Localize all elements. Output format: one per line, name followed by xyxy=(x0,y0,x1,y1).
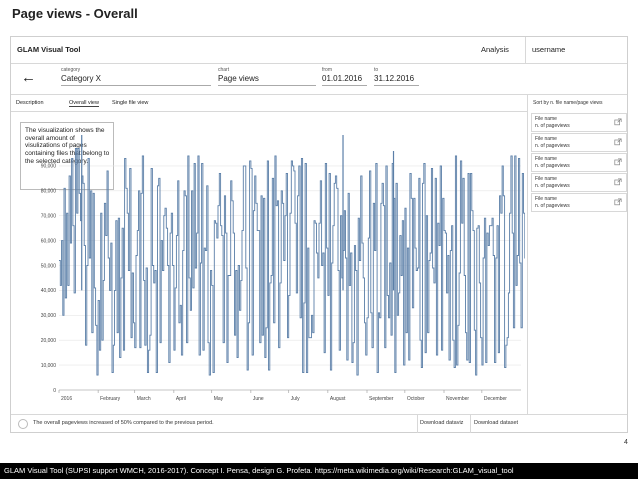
x-tick-label: July xyxy=(291,396,300,402)
nav-user-link[interactable]: username xyxy=(532,45,566,54)
y-tick-label: 10,000 xyxy=(41,363,57,369)
x-tick-label: December xyxy=(484,396,507,402)
footer-bar: The overall pageviews increased of 50% c… xyxy=(11,414,627,433)
summary-text: The overall pageviews increased of 50% c… xyxy=(33,420,214,426)
x-tick-label: May xyxy=(214,396,224,402)
file-list-item[interactable]: File name n. of pageviews xyxy=(531,113,627,132)
file-pageviews: n. of pageviews xyxy=(535,123,570,129)
y-tick-label: 20,000 xyxy=(41,338,57,344)
y-tick-label: 80,000 xyxy=(41,189,57,195)
x-tick-label: October xyxy=(407,396,425,402)
file-list-item[interactable]: File name n. of pageviews xyxy=(531,193,627,212)
x-tick-label: 2016 xyxy=(61,396,72,402)
chart-label: chart xyxy=(218,67,230,73)
download-dataset-button[interactable]: Download dataset xyxy=(474,420,519,426)
file-name: File name xyxy=(535,116,557,122)
file-pageviews: n. of pageviews xyxy=(535,163,570,169)
arrow-left-icon[interactable]: ← xyxy=(21,69,36,86)
file-pageviews: n. of pageviews xyxy=(535,183,570,189)
x-tick-label: November xyxy=(446,396,469,402)
tab-single-file-view[interactable]: Single file view xyxy=(112,100,149,106)
y-tick-label: 90,000 xyxy=(41,164,57,170)
to-date-input[interactable]: 31.12.2016 xyxy=(374,74,419,86)
y-tick-label: 50,000 xyxy=(41,263,57,269)
x-tick-label: March xyxy=(137,396,151,402)
x-tick-label: February xyxy=(100,396,121,402)
x-tick-label: August xyxy=(330,396,346,402)
description-tooltip: The visualization shows the overall amou… xyxy=(20,122,114,190)
y-tick-label: 30,000 xyxy=(41,313,57,319)
category-filter[interactable]: category Category X xyxy=(61,67,211,86)
app-title: GLAM Visual Tool xyxy=(17,45,81,54)
series-line xyxy=(59,148,525,376)
file-name: File name xyxy=(535,176,557,182)
category-label: category xyxy=(61,67,81,73)
file-list-item[interactable]: File name n. of pageviews xyxy=(531,133,627,152)
to-label: to xyxy=(374,67,379,73)
x-tick-label: April xyxy=(176,396,186,402)
file-name: File name xyxy=(535,196,557,202)
file-list-item[interactable]: File name n. of pageviews xyxy=(531,173,627,192)
tab-overall-view[interactable]: Overall view xyxy=(69,100,99,107)
x-tick-label: June xyxy=(253,396,264,402)
tooltip-text: The visualization shows the overall amou… xyxy=(25,127,110,165)
x-tick-label: September xyxy=(369,396,394,402)
file-pageviews: n. of pageviews xyxy=(535,143,570,149)
pageviews-line-chart: 0 10,000 20,000 30,000 40,000 50,000 60,000 70,… xyxy=(41,135,525,402)
chart-select[interactable]: Page views xyxy=(218,74,316,86)
from-date-input[interactable]: 01.01.2016 xyxy=(322,74,367,86)
y-tick-label: 60,000 xyxy=(41,238,57,244)
y-tick-label: 0 xyxy=(53,388,56,394)
file-list-item[interactable]: File name n. of pageviews xyxy=(531,153,627,172)
slide-title: Page views - Overall xyxy=(12,6,138,21)
external-link-icon[interactable] xyxy=(614,178,622,186)
external-link-icon[interactable] xyxy=(614,158,622,166)
file-sidebar: Sort by n. file name/page views File nam… xyxy=(527,95,628,414)
y-tick-label: 40,000 xyxy=(41,288,57,294)
chart-filter[interactable]: chart Page views xyxy=(218,67,316,86)
app-window: GLAM Visual Tool Analysis username ← cat… xyxy=(10,36,628,433)
tab-description[interactable]: Description xyxy=(16,100,44,106)
footer-divider xyxy=(417,415,418,433)
file-pageviews: n. of pageviews xyxy=(535,203,570,209)
to-filter[interactable]: to 31.12.2016 xyxy=(374,67,419,86)
nav-divider xyxy=(525,37,526,63)
y-tick-label: 70,000 xyxy=(41,214,57,220)
sort-label[interactable]: Sort by n. file name/page views xyxy=(533,100,603,106)
from-filter[interactable]: from 01.01.2016 xyxy=(322,67,367,86)
download-dataviz-button[interactable]: Download dataviz xyxy=(420,420,464,426)
summary-radio[interactable] xyxy=(18,419,28,429)
external-link-icon[interactable] xyxy=(614,118,622,126)
from-label: from xyxy=(322,67,332,73)
category-select[interactable]: Category X xyxy=(61,74,211,86)
top-bar: GLAM Visual Tool Analysis username xyxy=(11,37,627,64)
file-name: File name xyxy=(535,156,557,162)
filter-bar: ← category Category X chart Page views f… xyxy=(11,64,627,95)
slide-caption: GLAM Visual Tool (SUPSI support WMCH, 20… xyxy=(0,463,638,479)
view-tabs: Description Overall view Single file vie… xyxy=(11,95,527,112)
footer-divider xyxy=(470,415,471,433)
external-link-icon[interactable] xyxy=(614,198,622,206)
file-name: File name xyxy=(535,136,557,142)
nav-analysis-link[interactable]: Analysis xyxy=(481,45,509,54)
page-number: 4 xyxy=(624,439,628,446)
external-link-icon[interactable] xyxy=(614,138,622,146)
